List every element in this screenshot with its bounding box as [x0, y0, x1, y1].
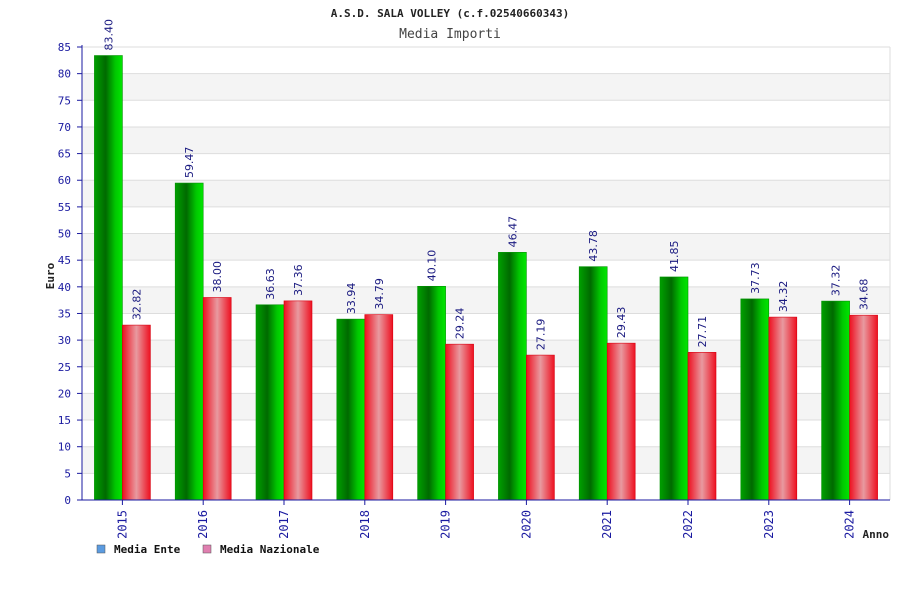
grid-band	[82, 180, 890, 207]
data-label-media-nazionale: 34.79	[373, 278, 386, 310]
y-tick-label: 45	[58, 254, 71, 267]
data-label-media-nazionale: 34.32	[777, 281, 790, 313]
x-tick-label: 2015	[115, 510, 129, 539]
data-label-media-ente: 40.10	[426, 250, 439, 282]
y-tick-label: 5	[64, 467, 71, 480]
bar-media-nazionale	[606, 342, 636, 501]
bar-media-nazionale	[122, 324, 151, 501]
y-tick-label: 55	[58, 201, 71, 214]
x-tick-label: 2022	[681, 510, 695, 539]
bar-media-nazionale	[687, 352, 717, 501]
data-label-media-ente: 59.47	[183, 147, 196, 179]
legend-item-media-ente: Media Ente	[96, 543, 181, 556]
data-label-media-ente: 43.78	[587, 230, 600, 262]
y-tick-label: 85	[58, 41, 71, 54]
data-label-media-ente: 41.85	[668, 240, 681, 272]
bar-media-nazionale	[849, 314, 878, 501]
bar-media-nazionale	[283, 300, 313, 501]
data-label-media-ente: 37.73	[749, 262, 762, 294]
chart-subtitle: Media Importi	[399, 27, 501, 42]
bar-media-nazionale	[202, 297, 232, 501]
x-tick-label: 2020	[519, 510, 533, 539]
y-tick-label: 10	[58, 441, 71, 454]
data-label-media-nazionale: 37.36	[292, 264, 305, 296]
x-axis-label: Anno	[863, 528, 890, 541]
y-tick-label: 0	[64, 494, 71, 507]
bar-media-ente	[417, 285, 446, 501]
data-label-media-ente: 83.40	[102, 19, 115, 51]
legend-item-media-nazionale: Media Nazionale	[202, 543, 320, 556]
grid-band	[82, 233, 890, 261]
y-tick-label: 40	[58, 281, 71, 294]
bar-media-ente	[94, 55, 123, 501]
x-tick-label: 2021	[600, 510, 614, 539]
x-tick-label: 2016	[196, 510, 210, 539]
grid-band	[82, 73, 890, 101]
grid-band	[82, 126, 890, 154]
data-label-media-nazionale: 27.19	[534, 319, 547, 351]
bar-media-ente	[740, 298, 770, 501]
bar-media-nazionale	[768, 316, 798, 501]
y-tick-label: 70	[58, 121, 71, 134]
y-tick-label: 50	[58, 228, 71, 241]
y-tick-label: 35	[58, 307, 71, 320]
axes: 0 5 10 15 20 25 30 35 40 45 50 55 60 65 70 75 80 85 2015 20…	[58, 41, 890, 539]
legend-swatch	[202, 544, 212, 554]
bar-media-ente	[821, 300, 850, 501]
bar-media-ente	[659, 276, 689, 501]
y-tick-label: 15	[58, 414, 71, 427]
bar-media-nazionale	[445, 343, 474, 501]
data-label-media-ente: 33.94	[345, 283, 358, 315]
data-label-media-nazionale: 38.00	[211, 261, 224, 293]
x-tick-label: 2019	[439, 510, 453, 539]
bar-media-nazionale	[364, 314, 394, 501]
bar-media-nazionale	[526, 354, 555, 501]
y-tick-label: 25	[58, 361, 71, 374]
bar-media-ente	[255, 304, 285, 501]
y-tick-label: 65	[58, 148, 71, 161]
chart-title: A.S.D. SALA VOLLEY (c.f.02540660343)	[331, 7, 569, 20]
y-tick-label: 60	[58, 174, 71, 187]
x-tick-label: 2017	[277, 510, 291, 539]
data-label-media-nazionale: 32.82	[130, 289, 143, 321]
data-label-media-nazionale: 29.43	[615, 307, 628, 339]
data-label-media-ente: 36.63	[264, 268, 277, 300]
x-tick-label: 2023	[762, 510, 776, 539]
legend-label: Media Ente	[114, 543, 181, 556]
legend-label: Media Nazionale	[220, 543, 320, 556]
data-label-media-nazionale: 34.68	[858, 279, 871, 311]
data-label-media-ente: 37.32	[830, 265, 843, 297]
bar-media-ente	[174, 182, 204, 501]
x-tick-label: 2018	[358, 510, 372, 539]
legend-swatch	[96, 544, 106, 554]
y-tick-label: 20	[58, 387, 71, 400]
y-axis-label: Euro	[44, 262, 57, 289]
bar-media-ente	[578, 266, 608, 501]
bars: 83.40 32.82 59.47 38.00 36.63 37.36 33.94 34.79…	[94, 19, 878, 501]
y-tick-label: 80	[58, 68, 71, 81]
bar-media-ente	[498, 252, 527, 501]
y-tick-label: 75	[58, 94, 71, 107]
bar-media-ente	[336, 318, 366, 501]
y-tick-label: 30	[58, 334, 71, 347]
data-label-media-ente: 46.47	[506, 216, 519, 248]
x-tick-label: 2024	[843, 510, 857, 539]
legend: Media Ente Media Nazionale	[96, 543, 320, 556]
data-label-media-nazionale: 27.71	[696, 316, 709, 348]
data-label-media-nazionale: 29.24	[454, 308, 467, 340]
